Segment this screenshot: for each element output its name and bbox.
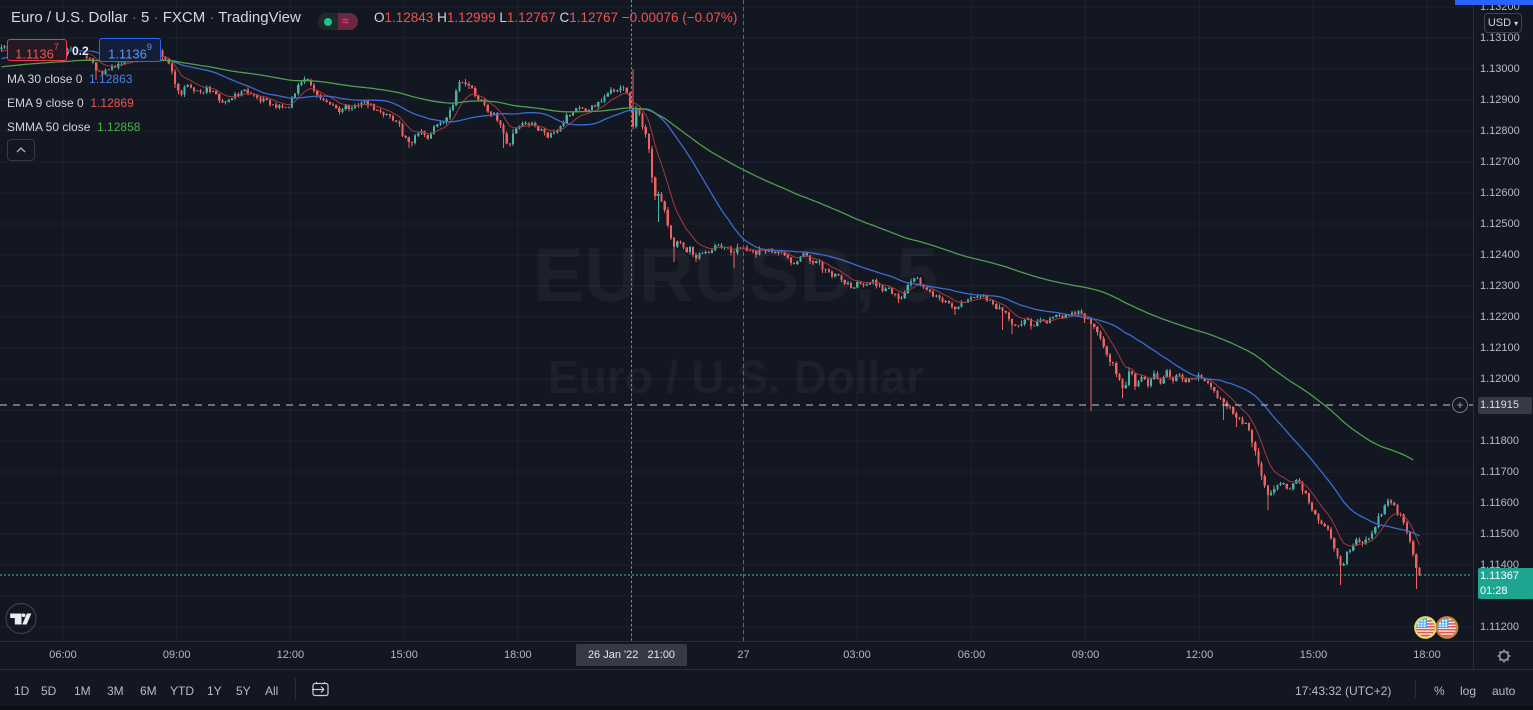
svg-text:EURUSD, 5: EURUSD, 5 bbox=[533, 233, 938, 318]
svg-text:Euro / U.S. Dollar: Euro / U.S. Dollar bbox=[548, 351, 924, 403]
